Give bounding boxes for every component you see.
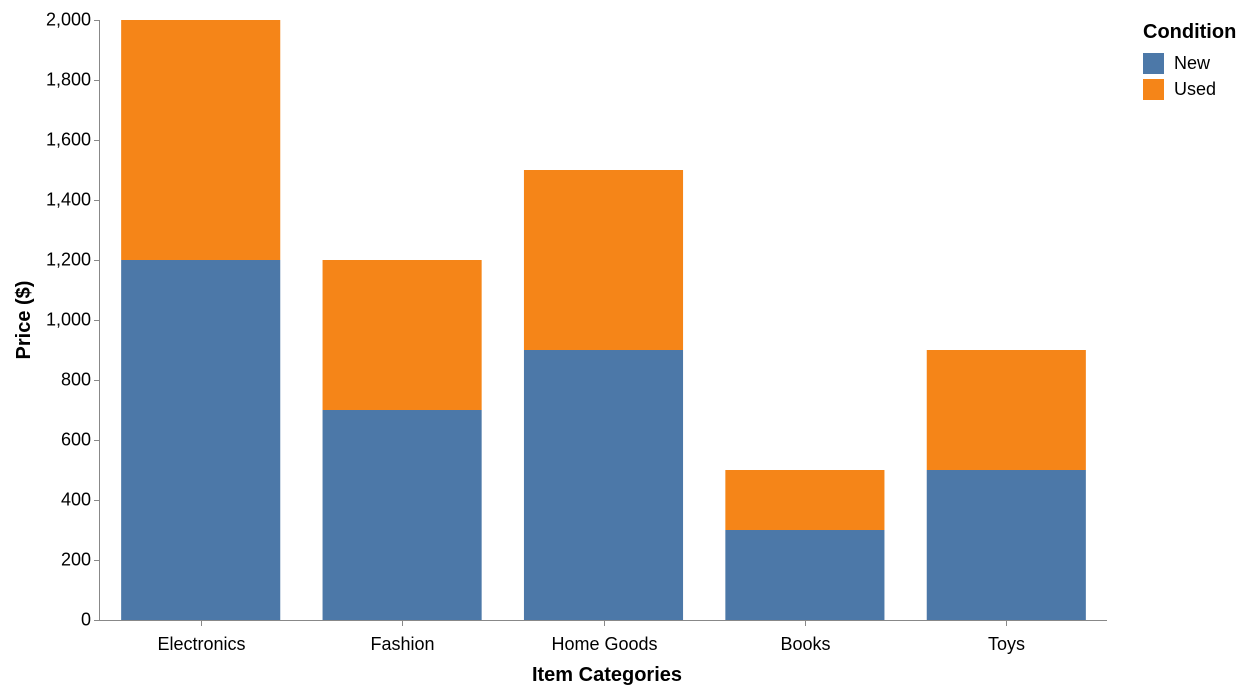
y-tick-label: 800 <box>61 369 91 389</box>
y-tick-label: 1,800 <box>46 69 91 89</box>
y-tick-label: 200 <box>61 549 91 569</box>
legend-label-new: New <box>1174 53 1211 73</box>
x-tick-label: Fashion <box>370 634 434 654</box>
y-tick-label: 1,200 <box>46 249 91 269</box>
x-ticks: Electronics Fashion Home Goods Books Toys <box>157 620 1025 654</box>
y-tick-label: 400 <box>61 489 91 509</box>
bar-fashion-used <box>322 260 482 410</box>
y-tick-label: 0 <box>81 609 91 629</box>
legend-title: Condition <box>1143 21 1236 43</box>
bar-home-goods-used <box>523 170 684 350</box>
x-tick-label: Books <box>780 634 830 654</box>
x-tick-label: Home Goods <box>551 634 657 654</box>
legend-swatch-new <box>1143 53 1164 74</box>
y-tick-label: 1,600 <box>46 129 91 149</box>
bar-books-new <box>725 530 885 620</box>
x-axis-title: Item Categories <box>532 664 682 686</box>
legend-swatch-used <box>1143 79 1164 100</box>
x-tick-label: Electronics <box>157 634 245 654</box>
legend-label-used: Used <box>1174 79 1216 99</box>
y-axis-title: Price ($) <box>13 281 35 360</box>
legend: Condition New Used <box>1143 21 1236 100</box>
bar-fashion-new <box>322 410 482 620</box>
bar-toys-used <box>926 350 1086 470</box>
bar-electronics-new <box>121 260 281 620</box>
y-tick-label: 1,000 <box>46 309 91 329</box>
y-tick-label: 2,000 <box>46 9 91 29</box>
bar-books-used <box>725 470 885 530</box>
bars-layer <box>121 20 1086 620</box>
y-tick-label: 1,400 <box>46 189 91 209</box>
bar-toys-new <box>926 470 1086 620</box>
bar-electronics-used <box>121 20 281 260</box>
y-axis: 0 200 400 600 800 1,000 1,200 1,400 1,600 1,800 2,… <box>46 9 100 629</box>
bar-home-goods-new <box>523 350 684 620</box>
legend-items: New Used <box>1143 53 1216 100</box>
y-ticks: 0 200 400 600 800 1,000 1,200 1,400 1,600 1,800 2,… <box>46 9 100 629</box>
y-tick-label: 600 <box>61 429 91 449</box>
x-tick-label: Toys <box>988 634 1025 654</box>
x-axis: Electronics Fashion Home Goods Books Toys <box>99 620 1107 654</box>
